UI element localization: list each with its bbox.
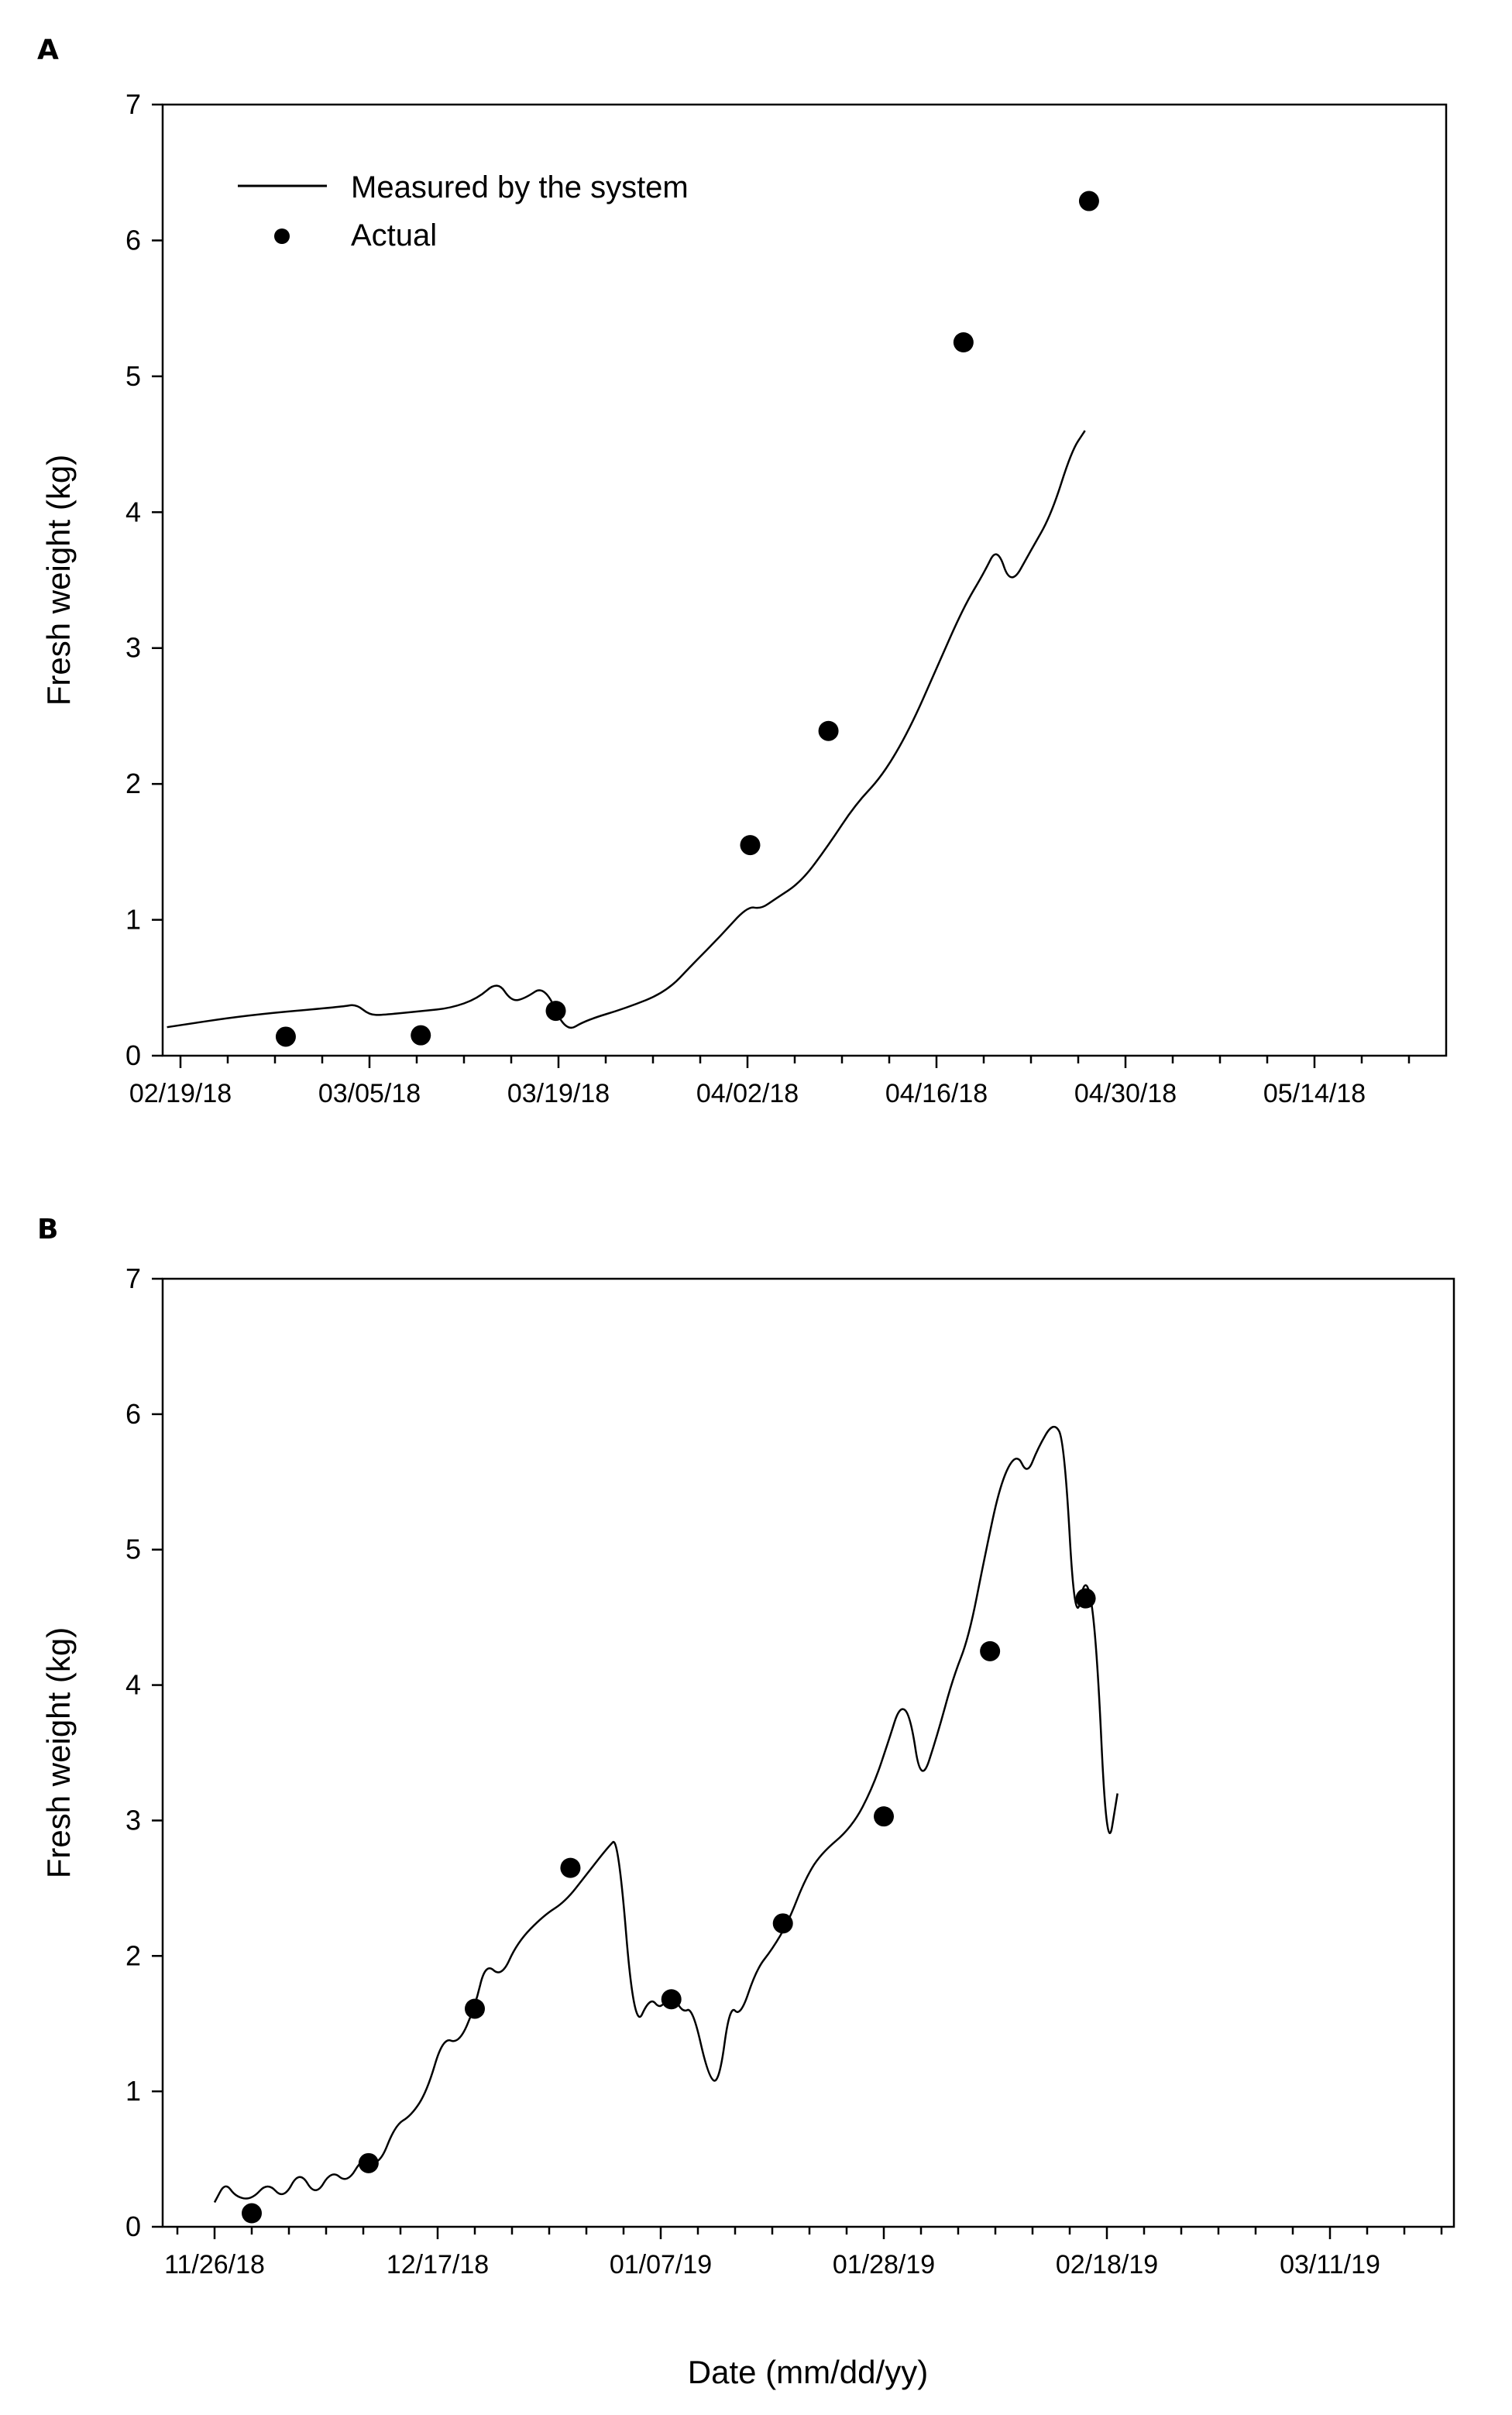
panel-a-y-tick-label: 2 (125, 768, 141, 799)
panel-b-x-axis-label: Date (mm/dd/yy) (688, 2354, 928, 2390)
panel-b-actual-points (242, 1588, 1096, 2224)
panel-b-x-tick-label: 01/28/19 (833, 2250, 935, 2279)
panel-a-x-tick-label: 04/30/18 (1074, 1079, 1177, 1108)
panel-a-actual-point (953, 332, 974, 352)
panel-a-x-tick-label: 05/14/18 (1263, 1079, 1366, 1108)
panel-b-actual-point (465, 1998, 485, 2019)
panel-a-plot-frame (161, 103, 1448, 1057)
panel-b-x-tick-label: 03/11/19 (1280, 2250, 1380, 2279)
panel-b-actual-point (560, 1857, 581, 1878)
panel-a-actual-point (545, 1001, 566, 1022)
panel-b-y-tick-label: 5 (125, 1534, 141, 1565)
panel-a-y-tick-label: 4 (125, 496, 141, 527)
panel-a-y-tick-label: 7 (125, 88, 141, 120)
panel-b-x-axis: 11/26/18 12/17/18 01/07/19 01/28/19 02/18/19… (164, 2227, 1443, 2279)
panel-a-actual-point (1078, 191, 1099, 211)
panel-b-y-tick-label: 1 (125, 2075, 141, 2107)
panel-b-actual-point (874, 1806, 894, 1827)
legend-marker-swatch (274, 228, 290, 244)
panel-a-x-tick-label: 03/05/18 (318, 1079, 421, 1108)
panel-b-actual-point (772, 1913, 793, 1934)
legend-marker-label: Actual (351, 218, 437, 252)
panel-b-y-axis: 0 1 2 3 4 5 6 7 (125, 1262, 163, 2242)
panel-b-plot-frame (161, 1277, 1455, 2228)
panel-a-actual-point (740, 835, 761, 856)
panel-b-y-tick-label: 7 (125, 1262, 141, 1294)
panel-a-x-axis: 02/19/18 03/05/18 03/19/18 04/02/18 04/16/18… (129, 1056, 1411, 1108)
panel-a-y-axis-label: Fresh weight (kg) (40, 455, 77, 706)
panel-a-x-tick-label: 03/19/18 (507, 1079, 610, 1108)
panel-b-actual-point (1075, 1588, 1096, 1609)
panel-b: B 0 1 2 3 4 5 6 7 11/26/18 12/17/18 01/07/19 01/28… (37, 1214, 1455, 2390)
panel-a-actual-points (275, 191, 1099, 1047)
panel-a-actual-point (275, 1026, 296, 1047)
legend: Measured by the system Actual (238, 170, 689, 252)
panel-b-x-tick-label: 02/18/19 (1056, 2250, 1158, 2279)
panel-a-y-tick-label: 3 (125, 632, 141, 664)
panel-b-y-axis-label: Fresh weight (kg) (40, 1627, 77, 1878)
panel-b-y-tick-label: 6 (125, 1398, 141, 1430)
panel-b-y-tick-label: 3 (125, 1804, 141, 1836)
panel-b-measured-line (213, 1425, 1119, 2204)
panel-b-actual-point (980, 1640, 1001, 1661)
panel-b-actual-point (358, 2152, 379, 2173)
panel-a-y-tick-label: 6 (125, 224, 141, 256)
panel-a-measured-line (167, 430, 1086, 1029)
panel-a-actual-point (818, 720, 839, 741)
panel-b-y-tick-label: 0 (125, 2211, 141, 2242)
panel-a-x-tick-label: 04/16/18 (885, 1079, 988, 1108)
panel-a-letter: A (37, 34, 59, 66)
panel-b-actual-point (661, 1989, 682, 2010)
panel-b-letter: B (37, 1214, 58, 1245)
panel-b-y-tick-label: 4 (125, 1669, 141, 1701)
panel-a-y-tick-label: 1 (125, 904, 141, 936)
panel-b-actual-point (242, 2203, 262, 2224)
panel-a-x-tick-label: 02/19/18 (129, 1079, 232, 1108)
legend-line-label: Measured by the system (351, 170, 689, 204)
panel-a-y-tick-label: 0 (125, 1039, 141, 1071)
panel-b-x-tick-label: 01/07/19 (610, 2250, 712, 2279)
panel-a-y-axis: 0 1 2 3 4 5 6 7 (125, 88, 163, 1071)
panel-a: A 0 1 2 3 4 5 6 7 02/19/18 03/05/18 03/19/18 04/02… (37, 34, 1448, 1108)
panel-a-actual-point (411, 1025, 431, 1046)
panel-a-x-tick-label: 04/02/18 (696, 1079, 799, 1108)
panel-a-y-tick-label: 5 (125, 360, 141, 392)
panel-b-x-tick-label: 12/17/18 (387, 2250, 489, 2279)
panel-b-x-tick-label: 11/26/18 (164, 2250, 265, 2279)
panel-b-y-tick-label: 2 (125, 1939, 141, 1971)
